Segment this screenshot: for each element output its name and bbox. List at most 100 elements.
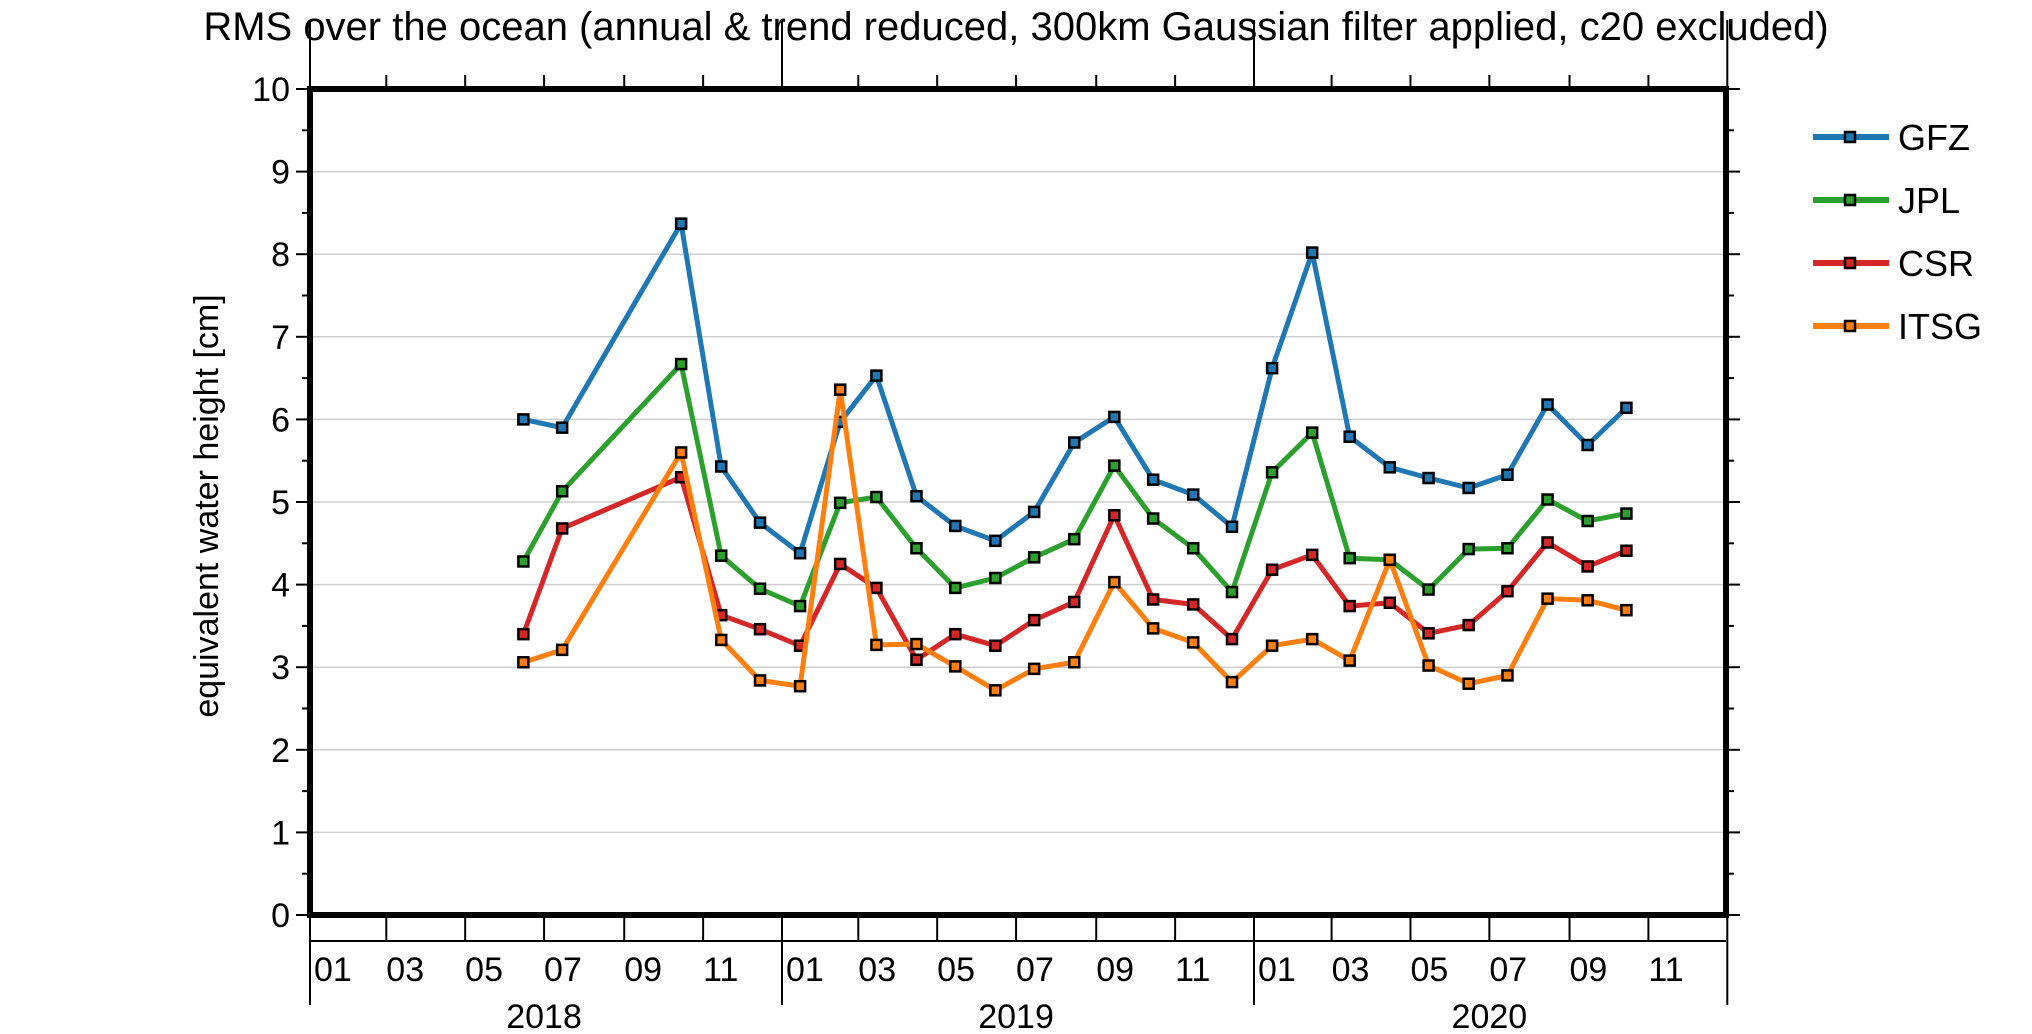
legend-marker	[1843, 193, 1857, 207]
y-tick-label: 9	[271, 154, 290, 192]
x-tick-label: 11	[703, 951, 738, 989]
data-point	[1501, 584, 1514, 598]
legend-item-jpl: JPL	[1813, 180, 1960, 221]
data-point	[989, 571, 1002, 585]
data-point	[555, 522, 569, 535]
series-csr	[517, 470, 1633, 667]
data-point	[555, 643, 569, 657]
data-point	[833, 496, 847, 510]
series-jpl	[517, 357, 1633, 613]
data-point	[910, 489, 923, 503]
data-point	[870, 490, 883, 504]
data-point	[1027, 662, 1041, 676]
legend-marker	[1843, 256, 1857, 270]
data-point	[1462, 677, 1475, 690]
data-point	[714, 460, 728, 473]
chart-title: RMS over the ocean (annual & trend reduc…	[203, 5, 1828, 49]
legend-item-itsg: ITSG	[1813, 306, 1982, 347]
data-point	[1541, 536, 1554, 549]
legend-marker	[1843, 319, 1857, 333]
data-point	[1343, 430, 1356, 443]
data-point	[1146, 473, 1160, 486]
data-point	[949, 660, 962, 673]
data-point	[1108, 459, 1121, 472]
data-point	[1581, 594, 1594, 607]
data-point	[1108, 508, 1121, 522]
data-point	[793, 546, 807, 560]
data-point	[674, 357, 688, 371]
legend-label: ITSG	[1898, 306, 1982, 347]
x-tick-label: 01	[786, 951, 824, 989]
x-tick-label: 05	[465, 951, 503, 989]
data-point	[555, 485, 569, 498]
y-tick-label: 5	[271, 484, 290, 522]
y-tick-label: 4	[271, 567, 290, 605]
x-tick-label: 05	[1410, 951, 1448, 989]
data-point	[870, 369, 883, 382]
data-point	[1620, 401, 1633, 415]
data-point	[753, 582, 767, 595]
x-tick-label: 01	[1258, 951, 1296, 989]
data-point	[1462, 542, 1475, 556]
data-point	[1581, 438, 1594, 452]
series-gfz	[517, 217, 1633, 560]
data-point	[1343, 551, 1356, 565]
data-point	[793, 679, 807, 693]
data-point	[833, 557, 847, 571]
data-point	[910, 653, 923, 667]
y-axis-label: equivalent water height [cm]	[188, 294, 226, 717]
data-point	[1146, 622, 1160, 635]
data-point	[1225, 632, 1239, 646]
data-point	[1422, 627, 1435, 640]
data-point	[989, 639, 1002, 652]
data-point	[1422, 583, 1435, 596]
series-layer	[517, 217, 1633, 697]
data-point	[753, 674, 767, 687]
data-point	[1027, 613, 1041, 627]
x-tick-label: 03	[858, 951, 896, 989]
data-point	[949, 627, 962, 641]
data-point	[1501, 468, 1514, 481]
data-point	[1383, 596, 1397, 610]
year-label: 2018	[506, 998, 582, 1034]
data-point	[1305, 632, 1319, 646]
data-point	[1383, 553, 1397, 567]
data-point	[833, 383, 847, 396]
plot-frame	[307, 86, 1729, 918]
series-itsg	[517, 383, 1633, 697]
data-point	[1462, 481, 1475, 495]
data-point	[1541, 592, 1554, 605]
data-point	[1620, 507, 1633, 520]
y-tick-label: 3	[271, 649, 290, 687]
data-point	[674, 217, 688, 230]
y-tick-label: 8	[271, 236, 290, 274]
data-point	[1581, 514, 1594, 528]
data-point	[1068, 436, 1081, 449]
x-tick-label: 09	[1570, 951, 1608, 989]
data-point	[910, 542, 923, 555]
data-point	[517, 555, 530, 568]
x-tick-label: 01	[314, 951, 352, 989]
data-point	[949, 519, 962, 533]
data-point	[1501, 669, 1514, 682]
data-point	[1541, 493, 1554, 506]
gridlines	[310, 170, 1726, 834]
y-tick-label: 2	[271, 732, 290, 770]
data-point	[1620, 603, 1633, 617]
y-tick-label: 1	[271, 814, 290, 852]
legend-marker	[1843, 130, 1857, 144]
data-point	[1265, 466, 1279, 479]
data-point	[1422, 659, 1435, 672]
data-point	[517, 627, 530, 641]
data-point	[1305, 246, 1319, 259]
data-point	[1027, 505, 1041, 519]
data-point	[1265, 563, 1279, 576]
data-point	[989, 534, 1002, 548]
data-point	[1225, 585, 1239, 599]
data-point	[753, 516, 767, 529]
data-point	[870, 581, 883, 595]
data-point	[1265, 361, 1279, 375]
data-point	[1146, 593, 1160, 606]
x-tick-label: 07	[1016, 951, 1054, 989]
